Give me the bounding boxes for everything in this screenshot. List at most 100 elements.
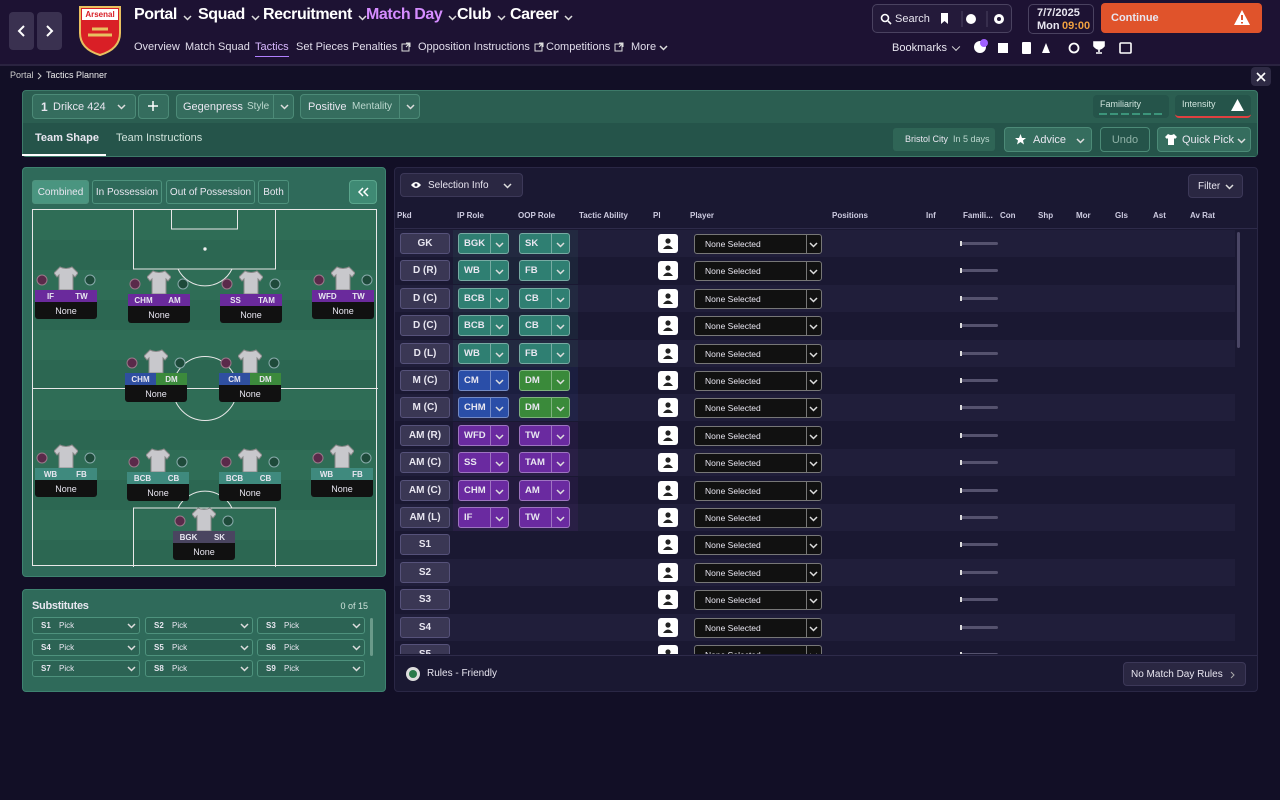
position[interactable]: AM (L) bbox=[400, 507, 450, 528]
position[interactable]: S5 bbox=[400, 644, 450, 654]
mode-button[interactable]: Combined bbox=[32, 180, 89, 204]
sub-slot[interactable]: S4 Pick bbox=[32, 638, 140, 656]
player-icon-button[interactable] bbox=[658, 508, 678, 527]
player-name[interactable]: None bbox=[127, 484, 189, 501]
player-select[interactable]: None Selected bbox=[694, 288, 822, 309]
column-header[interactable]: Tactic Ability bbox=[579, 211, 628, 220]
table-row[interactable]: GK BGK SK None Selected bbox=[395, 230, 1235, 257]
player-select[interactable]: None Selected bbox=[694, 480, 822, 501]
undo-button[interactable]: Undo bbox=[1100, 127, 1150, 152]
bookmarks[interactable]: Bookmarks bbox=[892, 40, 967, 56]
sub-menu[interactable]: Overview bbox=[134, 41, 180, 53]
oop-role[interactable]: TW bbox=[343, 290, 374, 302]
table-row[interactable]: D (C) BCB CB None Selected bbox=[395, 312, 1235, 340]
player-select[interactable]: None Selected bbox=[694, 453, 822, 474]
oop-role[interactable]: TAM bbox=[251, 294, 282, 306]
sub-menu[interactable]: Tactics bbox=[255, 41, 289, 57]
sub-menu[interactable]: Opposition Instructions bbox=[418, 41, 530, 53]
ip-role[interactable]: IF bbox=[35, 290, 66, 302]
ip-role-select[interactable]: CHM bbox=[458, 479, 509, 501]
quick-pick-button[interactable]: Quick Pick bbox=[1157, 127, 1251, 152]
table-row[interactable]: AM (C) CHM AM None Selected bbox=[395, 476, 1235, 504]
table-row[interactable]: AM (L) IF TW None Selected bbox=[395, 504, 1235, 531]
table-row[interactable]: D (L) WB FB None Selected bbox=[395, 339, 1235, 367]
oop-role-select[interactable]: DM bbox=[519, 370, 570, 391]
mode-button[interactable]: In Possession bbox=[92, 180, 162, 204]
position[interactable]: S4 bbox=[400, 616, 450, 638]
player-name[interactable]: None bbox=[312, 302, 374, 319]
ip-role-select[interactable]: BCB bbox=[458, 315, 509, 337]
player-icon-button[interactable] bbox=[658, 480, 678, 500]
rules-label[interactable]: Rules - Friendly bbox=[427, 668, 498, 679]
opponent-box[interactable]: Bristol City In 5 days bbox=[893, 128, 995, 151]
column-header[interactable]: Famili... bbox=[963, 211, 993, 220]
oop-role-select[interactable]: CB bbox=[519, 287, 570, 309]
table-row[interactable]: S1 None Selected bbox=[395, 531, 1235, 559]
ip-role[interactable]: BCB bbox=[219, 472, 250, 484]
breadcrumb-item[interactable]: Portal bbox=[10, 70, 34, 80]
player-select[interactable]: None Selected bbox=[694, 535, 822, 556]
table-row[interactable]: AM (C) SS TAM None Selected bbox=[395, 449, 1235, 477]
position[interactable]: D (L) bbox=[400, 342, 450, 364]
main-menu[interactable]: Squad bbox=[198, 6, 245, 23]
ip-role-select[interactable]: WB bbox=[458, 342, 509, 364]
main-menu[interactable]: Career bbox=[510, 6, 559, 23]
player-icon-button[interactable] bbox=[658, 398, 678, 418]
continue-button[interactable]: Continue bbox=[1101, 3, 1262, 33]
ip-role[interactable]: CM bbox=[219, 373, 250, 385]
column-header[interactable]: Av Rat bbox=[1190, 211, 1216, 220]
main-menu[interactable]: Portal bbox=[134, 6, 177, 23]
oop-role[interactable]: FB bbox=[342, 468, 373, 480]
ip-role[interactable]: WB bbox=[311, 468, 342, 480]
player-name[interactable]: None bbox=[220, 306, 282, 323]
table-row[interactable]: S4 None Selected bbox=[395, 613, 1235, 641]
ip-role[interactable]: WB bbox=[35, 468, 66, 480]
selection-info-button[interactable]: Selection Info bbox=[400, 173, 523, 197]
sub-slot[interactable]: S2 Pick bbox=[145, 617, 253, 634]
oop-role[interactable]: CB bbox=[158, 472, 189, 484]
oop-role-select[interactable]: TW bbox=[519, 507, 570, 528]
player-name[interactable]: None bbox=[219, 484, 281, 501]
ip-role-select[interactable]: BCB bbox=[458, 287, 509, 309]
column-header[interactable]: Con bbox=[1000, 211, 1016, 220]
player-name[interactable]: None bbox=[128, 306, 190, 323]
oop-role-select[interactable]: AM bbox=[519, 479, 570, 501]
sub-menu[interactable]: Match Squad bbox=[185, 41, 250, 53]
table-row[interactable]: S3 None Selected bbox=[395, 586, 1235, 614]
oop-role[interactable]: FB bbox=[66, 468, 97, 480]
mode-button[interactable]: Both bbox=[258, 180, 289, 204]
oop-role[interactable]: DM bbox=[156, 373, 187, 385]
date-box[interactable]: 7/7/2025 Mon 09:00 bbox=[1028, 4, 1094, 34]
main-menu[interactable]: Recruitment bbox=[263, 6, 352, 23]
sub-menu[interactable]: Penalties bbox=[352, 41, 398, 53]
style-select[interactable]: Gegenpress Style bbox=[176, 94, 294, 119]
column-header[interactable]: OOP Role bbox=[518, 211, 556, 220]
tab[interactable]: Team Instructions bbox=[116, 132, 203, 144]
table-row[interactable]: S2 None Selected bbox=[395, 558, 1235, 586]
player-icon-button[interactable] bbox=[658, 645, 678, 654]
ip-role[interactable]: CHM bbox=[128, 294, 159, 306]
tab[interactable]: Team Shape bbox=[22, 125, 106, 156]
ip-role-select[interactable]: CM bbox=[458, 370, 509, 391]
position[interactable]: M (C) bbox=[400, 397, 450, 419]
match-day-rules-button[interactable]: No Match Day Rules bbox=[1123, 662, 1246, 686]
club-crest[interactable]: Arsenal bbox=[78, 5, 122, 57]
player-icon-button[interactable] bbox=[658, 590, 678, 610]
oop-role-select[interactable]: SK bbox=[519, 233, 570, 254]
main-menu[interactable]: Club bbox=[457, 6, 491, 23]
position[interactable]: S2 bbox=[400, 561, 450, 583]
table-row[interactable]: M (C) CHM DM None Selected bbox=[395, 394, 1235, 422]
oop-role-select[interactable]: CB bbox=[519, 315, 570, 337]
player-icon-button[interactable] bbox=[658, 234, 678, 253]
player-icon-button[interactable] bbox=[658, 425, 678, 445]
mentality-select[interactable]: Positive Mentality bbox=[300, 94, 420, 119]
quick-icons[interactable] bbox=[939, 11, 1009, 27]
ip-role[interactable]: CHM bbox=[125, 373, 156, 385]
mode-button[interactable]: Out of Possession bbox=[166, 180, 255, 204]
toolbar-icons[interactable] bbox=[970, 38, 1135, 58]
player-select[interactable]: None Selected bbox=[694, 234, 822, 254]
oop-role-select[interactable]: FB bbox=[519, 260, 570, 282]
player-select[interactable]: None Selected bbox=[694, 316, 822, 337]
position[interactable]: AM (C) bbox=[400, 452, 450, 474]
player-icon-button[interactable] bbox=[658, 343, 678, 363]
